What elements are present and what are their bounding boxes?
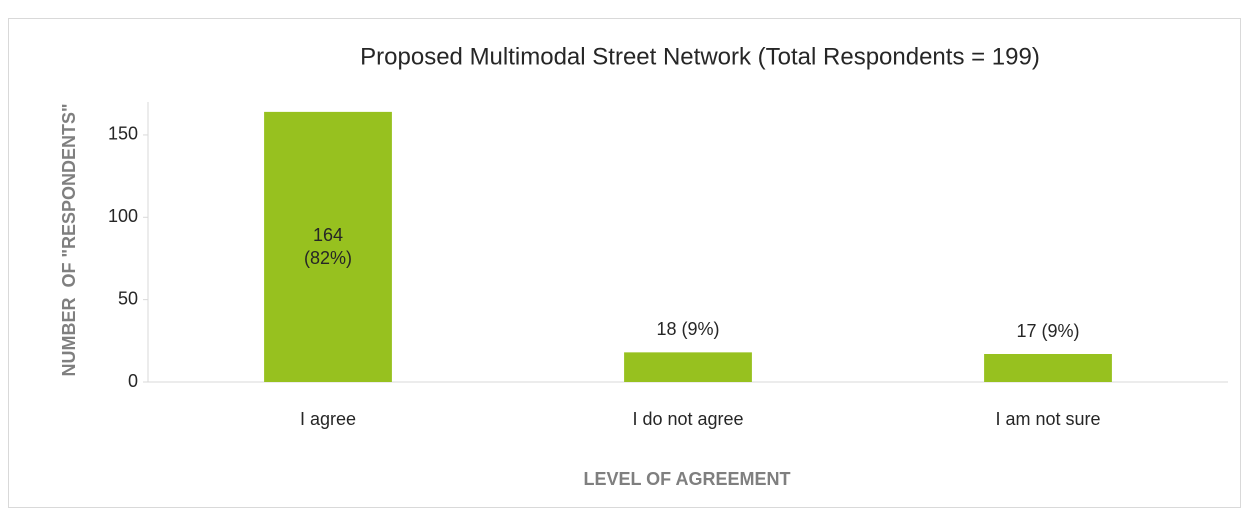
chart-title: Proposed Multimodal Street Network (Tota…: [360, 43, 1040, 70]
y-tick-label: 150: [108, 124, 138, 144]
bar: [984, 354, 1112, 382]
bar: [264, 111, 392, 382]
data-label: 164 (82%): [303, 224, 352, 268]
x-tick-label: I agree: [300, 409, 356, 429]
bar: [624, 352, 752, 382]
x-axis-label: LEVEL OF AGREEMENT: [583, 469, 790, 489]
y-tick-label: 0: [128, 371, 138, 391]
x-tick-label: I am not sure: [995, 409, 1100, 429]
y-tick-label: 100: [108, 206, 138, 226]
x-tick-label: I do not agree: [632, 409, 743, 429]
y-axis-label: NUMBER OF "RESPONDENTS": [59, 103, 79, 376]
data-label: 18 (9%): [656, 319, 720, 340]
y-tick-label: 50: [118, 288, 138, 308]
data-label: 17 (9%): [1016, 321, 1080, 341]
